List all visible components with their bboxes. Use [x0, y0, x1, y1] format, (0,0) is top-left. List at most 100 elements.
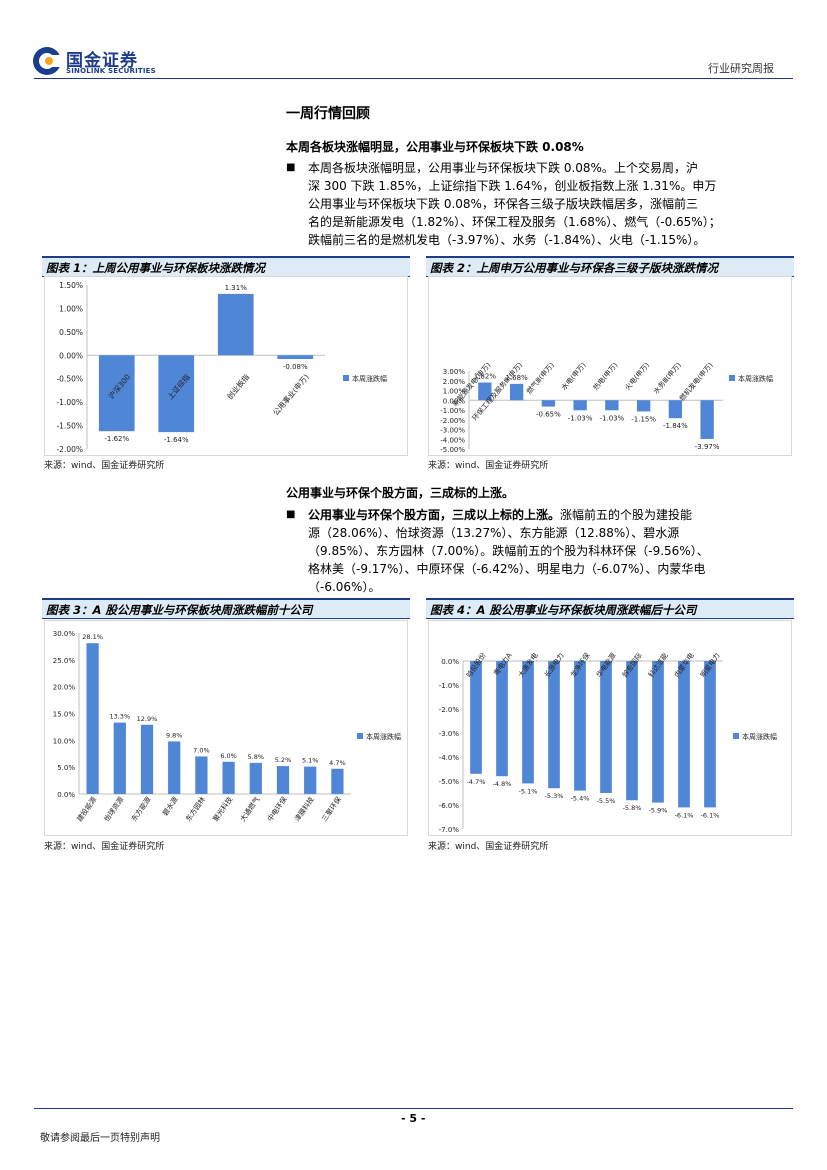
bar [277, 355, 314, 360]
data-label: -5.4% [571, 795, 590, 803]
y-tick-label: 0.0% [57, 791, 75, 799]
bar [574, 661, 586, 791]
category-label: 碧水源 [160, 795, 179, 817]
y-tick-label: 3.00% [443, 368, 466, 376]
category-label: 建投能源 [75, 795, 98, 823]
data-label: -0.08% [283, 363, 308, 371]
section-title: 一周行情回顾 [286, 106, 370, 122]
y-tick-label: 0.00% [59, 351, 83, 360]
paragraph-line: （9.85%）、东方园林（7.00%）。跌幅前五的个股为科林环保（-9.56%）… [308, 544, 709, 558]
category-label: 聚光科技 [211, 795, 234, 823]
paragraph-line: 深 300 下跌 1.85%，上证综指下跌 1.64%，创业板指数上涨 1.31… [308, 179, 717, 193]
figure-4-source: 来源：wind、国金证券研究所 [428, 842, 549, 852]
bar [249, 762, 262, 794]
category-label: 东方能源 [129, 795, 152, 823]
header-divider [34, 78, 793, 79]
bar [98, 355, 135, 432]
paragraph-line: 跌幅前三名的是燃机发电（-3.97%）、水务（-1.84%）、火电（-1.15%… [308, 233, 706, 247]
y-tick-label: -4.0% [439, 754, 460, 762]
data-label: -4.8% [493, 780, 512, 788]
bar [195, 756, 208, 794]
bar [573, 400, 587, 411]
category-label: 燃气Ⅲ(申万) [524, 360, 556, 395]
figure-1-caption-bar: 图表 1：上周公用事业与环保板块涨跌情况 [42, 256, 410, 277]
category-label: 中电环保 [265, 795, 288, 823]
data-label: -1.03% [599, 414, 624, 422]
chart-3: 30.0% 25.0% 20.0% 15.0% 10.0% 5.0% 0.0% 28.1% 建投… [44, 620, 408, 836]
paragraph-line: 涨幅前五的个股为建投能 [560, 508, 693, 522]
y-tick-label: -7.0% [439, 826, 460, 834]
bar [222, 761, 235, 794]
bar [652, 661, 664, 803]
legend-label: 本周涨跌幅 [742, 732, 777, 741]
bar [636, 400, 651, 412]
figure-1-caption: 图表 1：上周公用事业与环保板块涨跌情况 [46, 261, 266, 275]
category-label: 水务Ⅲ(申万) [651, 360, 683, 395]
figure-3-source: 来源：wind、国金证券研究所 [44, 842, 165, 852]
category-label: 水电(申万) [559, 360, 588, 392]
figure-3-caption-bar: 图表 3：A 股公用事业与环保板块周涨跌幅前十公司 [42, 598, 410, 619]
bar [478, 382, 492, 401]
chart-1: 1.50% 1.00% 0.50% 0.00% -0.50% -1.00% -1.50% -2… [44, 276, 408, 456]
report-type: 行业研究周报 [708, 62, 774, 75]
paragraph-line: 公用事业与环保板块下跌 0.08%，环保各三级子版块跌幅居多，涨幅前三 [308, 197, 698, 211]
figure-2-source: 来源：wind、国金证券研究所 [428, 461, 549, 471]
bar [509, 383, 524, 401]
bar [168, 741, 181, 794]
brand-name-en: SINOLINK SECURITIES [66, 67, 156, 75]
category-label: 大通燃气 [238, 795, 261, 823]
y-tick-label: -1.00% [440, 407, 465, 415]
category-label: 公用事业(申万) [270, 372, 310, 417]
y-tick-label: -5.0% [439, 778, 460, 786]
page-number: - 5 - [401, 1112, 426, 1125]
chart-2: 3.00% 2.00% 1.00%0.00% -1.00% -2.00% -3.00%-4… [428, 276, 792, 456]
figure-2-caption: 图表 2：上周申万公用事业与环保各三级子版块涨跌情况 [430, 261, 719, 275]
y-tick-label: 10.0% [53, 737, 76, 745]
paragraph-2-bold: 公用事业与环保个股方面，三成以上标的上涨。 [308, 508, 561, 522]
data-label: -1.62% [104, 435, 129, 443]
y-tick-label: 1.00% [59, 304, 83, 313]
legend-label: 本周涨跌幅 [352, 374, 387, 383]
legend-swatch [729, 375, 735, 381]
paragraph-1: ■ 本周各板块涨幅明显，公用事业与环保板块下跌 0.08%。上个交易周，沪 深 … [286, 159, 788, 249]
category-label: 东方园林 [184, 795, 207, 823]
data-label: 1.82% [474, 373, 497, 381]
category-label: 燃机发电(申万) [677, 360, 715, 402]
y-tick-label: 0.0% [441, 658, 459, 666]
data-label: 7.0% [193, 746, 210, 754]
bar [86, 643, 99, 794]
footer-divider [34, 1108, 793, 1109]
bar [217, 293, 254, 356]
data-label: -6.1% [701, 811, 720, 819]
bar [700, 400, 714, 439]
paragraph-line: 格林美（-9.17%）、中原环保（-6.42%）、明星电力（-6.07%）、内蒙… [308, 562, 706, 576]
y-tick-label: 5.0% [57, 764, 75, 772]
bar [704, 661, 716, 808]
data-label: -5.1% [519, 787, 538, 795]
y-tick-label: -6.0% [439, 802, 460, 810]
bar [331, 768, 344, 794]
data-label: 1.31% [225, 284, 248, 292]
data-label: -1.15% [631, 415, 656, 423]
category-label: 创业板指 [224, 371, 251, 401]
figure-3-caption: 图表 3：A 股公用事业与环保板块周涨跌幅前十公司 [46, 603, 313, 617]
y-tick-label: 0.50% [59, 328, 83, 337]
bullet-icon: ■ [286, 509, 296, 520]
data-label: -1.03% [568, 414, 593, 422]
bar [522, 661, 534, 784]
category-label: 火电(申万) [623, 360, 652, 392]
legend-swatch [357, 733, 363, 739]
paragraph-line: 源（28.06%）、怡球资源（13.27%）、东方能源（12.88%）、碧水源 [308, 526, 680, 540]
data-label: 5.8% [248, 753, 265, 761]
bar [600, 661, 612, 793]
data-label: 28.1% [82, 633, 103, 641]
y-tick-label: 25.0% [53, 657, 76, 665]
category-label: 热电(申万) [591, 360, 620, 392]
data-label: -5.8% [623, 804, 642, 812]
y-tick-label: -1.0% [439, 682, 460, 690]
data-label: -5.3% [545, 792, 564, 800]
bar [276, 766, 290, 794]
data-label: -1.64% [164, 436, 189, 444]
data-label: 6.0% [220, 752, 237, 760]
bar [626, 661, 638, 801]
